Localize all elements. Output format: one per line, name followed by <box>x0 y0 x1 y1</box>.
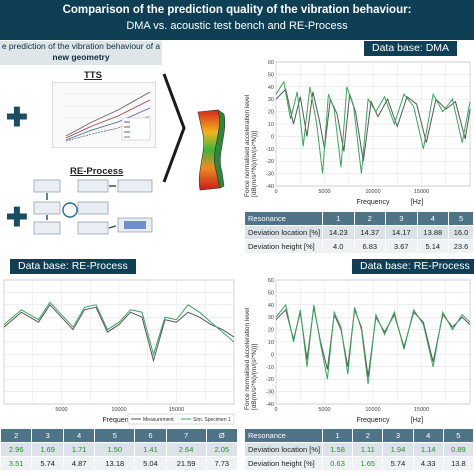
series-line <box>3 303 235 363</box>
x-tick-label: 10000 <box>365 407 380 413</box>
chart-dma: -40 -30 -20 -10 0 10 20 30 40 50 60 0 5000 10000 15000… <box>266 60 471 206</box>
re-process-label: RE-Process <box>70 166 124 177</box>
chart-re-process-left: 50001000015000Frequency[Hz]MeasurementSi… <box>3 279 235 425</box>
x-axis-unit: [Hz] <box>411 417 424 424</box>
x-tick-label: 5000 <box>55 407 67 413</box>
series-line <box>3 301 235 357</box>
x-tick-label: 5000 <box>318 189 330 195</box>
panel-tag-dma: Data base: DMA <box>364 41 458 56</box>
y-tick-label: 60 <box>268 278 274 284</box>
x-tick-label: 15000 <box>414 407 429 413</box>
panel-tag-re-process-left: Data base: RE-Process <box>10 259 136 274</box>
y-tick-label: 40 <box>268 303 274 309</box>
tts-label: TTS <box>84 70 102 81</box>
legend-simulation: Sim. Specimen 1 <box>193 417 231 423</box>
legend-measurement: Measurement <box>143 417 174 423</box>
y-tick-label: 50 <box>268 290 274 296</box>
x-tick-label: 5000 <box>318 407 330 413</box>
table-row: Deviation location [%] 14.23 14.37 14.17 1… <box>244 225 474 240</box>
series-line <box>275 80 471 174</box>
y-tick-label: 20 <box>268 110 274 116</box>
page-title: Comparison of the prediction quality of … <box>62 4 412 16</box>
mode-shape-image <box>197 109 226 191</box>
chart-legend: Measurement Sim. Specimen 1 <box>127 413 235 425</box>
title-banner: Comparison of the prediction quality of … <box>0 0 474 40</box>
y-tick-label: -40 <box>266 184 274 190</box>
y-tick-label: -10 <box>266 147 274 153</box>
x-axis-label: Frequency <box>356 417 390 424</box>
x-axis-label: Frequency <box>356 199 390 206</box>
y-tick-label: -20 <box>266 377 274 383</box>
y-tick-label: -10 <box>266 365 274 371</box>
series-line <box>275 307 471 377</box>
x-tick-label: 0 <box>274 189 277 195</box>
series-line <box>275 303 471 385</box>
x-tick-label: 10000 <box>111 407 126 413</box>
table-row: Deviation height [%] 0.63 1.65 5.74 4.33 13… <box>244 456 474 471</box>
x-tick-label: 10000 <box>365 189 380 195</box>
x-tick-label: 0 <box>274 407 277 413</box>
x-tick-label: 15000 <box>169 407 184 413</box>
x-tick-label: 15000 <box>414 189 429 195</box>
y-tick-label: 60 <box>268 60 274 66</box>
table-row: 2.96 1.69 1.71 1.50 1.41 2.64 2.05 <box>0 442 239 457</box>
y-tick-label: 30 <box>268 97 274 103</box>
y-tick-label: -30 <box>266 390 274 396</box>
y-tick-label: 10 <box>268 122 274 128</box>
table-row: Deviation height [%] 4.0 6.83 3.67 5.14 23.… <box>244 239 474 254</box>
left-heading-line2: new geometry <box>52 52 110 62</box>
y-tick-label: 40 <box>268 85 274 91</box>
y-tick-label: 0 <box>271 134 274 140</box>
tts-mini-chart <box>52 82 156 148</box>
series-line <box>275 88 471 162</box>
x-axis-label: Frequency <box>102 417 136 424</box>
y-tick-label: 0 <box>271 352 274 358</box>
re-process-diagram <box>33 179 153 235</box>
page-subtitle: DMA vs. acoustic test bench and RE-Proce… <box>126 20 348 32</box>
chart-re-process-right: -40 -30 -20 -10 0 10 20 30 40 50 60 0 5000 10000 15000… <box>266 278 471 424</box>
y-tick-label: 30 <box>268 315 274 321</box>
y-tick-label: -20 <box>266 159 274 165</box>
plus-icon: ✚ <box>6 102 28 132</box>
y-tick-label: 10 <box>268 340 274 346</box>
y-tick-label: 50 <box>268 72 274 78</box>
y-tick-label: -30 <box>266 172 274 178</box>
y-tick-label: -40 <box>266 402 274 408</box>
left-heading-line1: e prediction of the vibration behaviour … <box>1 41 161 51</box>
x-axis-unit: [Hz] <box>411 199 424 206</box>
table-row: Deviation location [%] 1.58 1.11 1.94 1.14… <box>244 442 474 457</box>
panel-tag-re-process-right: Data base: RE-Process <box>352 259 474 274</box>
arrow-icon <box>162 73 186 183</box>
table-row: 3.51 5.74 4.87 13.18 5.04 21.59 7.73 <box>0 456 239 471</box>
left-panel-heading: e prediction of the vibration behaviour … <box>0 41 162 65</box>
plus-icon: ✚ <box>6 202 28 232</box>
y-tick-label: 20 <box>268 328 274 334</box>
